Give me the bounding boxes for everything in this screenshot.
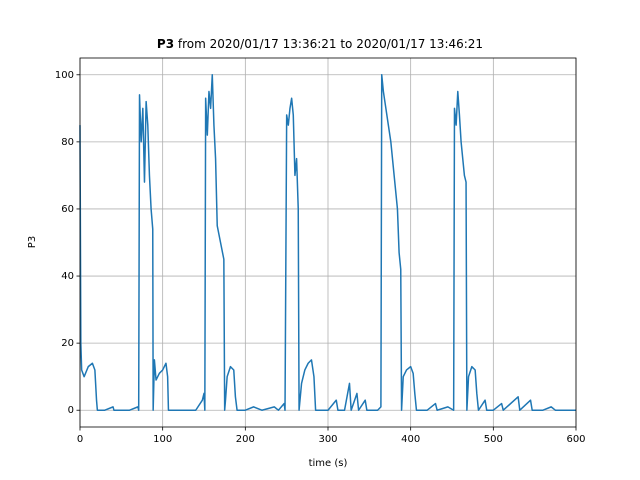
y-tick-label: 40 [61,271,74,282]
y-tick-label: 60 [61,204,74,215]
data-line [79,74,576,411]
title-rest: from 2020/01/17 13:36:21 to 2020/01/17 1… [178,37,483,51]
x-tick-label: 300 [318,434,337,445]
y-tick-label: 100 [55,70,74,81]
plot-area: 0 100 200 300 400 500 600 0 20 40 60 80 100 [55,57,586,445]
x-tick-label: 400 [401,434,420,445]
y-tick-label: 0 [68,405,74,416]
x-tick-label: 200 [236,434,255,445]
x-tick-label: 100 [153,434,172,445]
x-tick-label: 600 [566,434,585,445]
axes-frame [79,57,577,428]
title-bold: P3 [157,37,174,51]
x-tick-label: 500 [484,434,503,445]
y-tick-label: 80 [61,137,74,148]
y-tick-label: 20 [61,338,74,349]
x-tick-label: 0 [77,434,83,445]
y-axis-label: P3 [27,236,38,248]
chart-title: P3 from 2020/01/17 13:36:21 to 2020/01/1… [157,37,483,51]
x-axis-label: time (s) [309,458,348,469]
